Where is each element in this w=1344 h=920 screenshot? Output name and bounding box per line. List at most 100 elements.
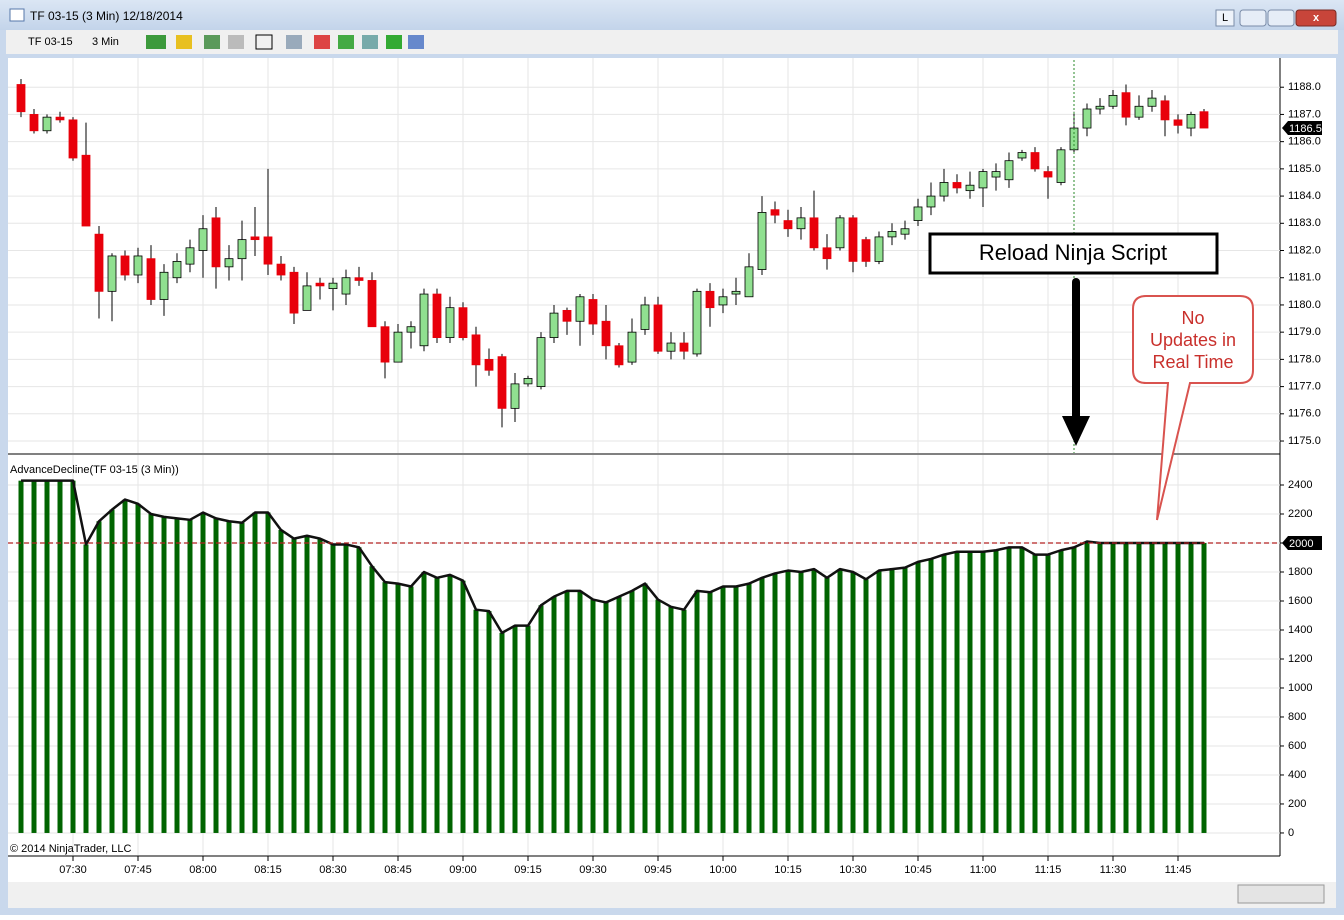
bar xyxy=(915,561,921,833)
candle-body xyxy=(172,260,182,279)
tool-icon[interactable] xyxy=(255,34,273,50)
y-tick-label: 1182.0 xyxy=(1288,244,1321,256)
candle-body xyxy=(341,277,351,295)
bar xyxy=(395,583,401,833)
candle-body xyxy=(1121,92,1131,118)
bar xyxy=(1097,543,1103,833)
bar xyxy=(1084,541,1090,833)
tool-icon[interactable] xyxy=(362,35,378,49)
candle-body xyxy=(744,266,754,298)
bar xyxy=(1019,547,1025,833)
bar xyxy=(1006,547,1012,833)
bar xyxy=(1149,543,1155,833)
y-tick-label: 1600 xyxy=(1288,595,1312,607)
link-button[interactable] xyxy=(1215,9,1235,27)
bar xyxy=(252,512,258,833)
y-tick-label: 1400 xyxy=(1288,624,1312,636)
y-tick-label: 1175.0 xyxy=(1288,435,1321,447)
minimize-button[interactable] xyxy=(1239,9,1267,27)
candle-body xyxy=(1082,108,1092,129)
candle-body xyxy=(81,154,91,227)
bar xyxy=(486,611,492,833)
candle-body xyxy=(380,326,390,363)
candle-body xyxy=(94,233,104,292)
candle-body xyxy=(263,236,273,265)
x-tick-label: 08:15 xyxy=(254,864,282,876)
tool-icon[interactable] xyxy=(314,35,330,49)
candle-body xyxy=(809,217,819,249)
candle-body xyxy=(484,358,494,371)
bar xyxy=(551,596,557,833)
candle-body xyxy=(68,119,78,159)
candle-body xyxy=(874,236,884,262)
close-icon: x xyxy=(1313,12,1320,24)
bar xyxy=(629,590,635,833)
bar xyxy=(330,544,336,833)
candle-body xyxy=(848,217,858,262)
instrument-selector[interactable]: TF 03-15 xyxy=(28,36,73,48)
bar xyxy=(980,551,986,833)
candle-body xyxy=(887,231,897,238)
tool-icon[interactable] xyxy=(176,35,192,49)
bar xyxy=(135,503,141,833)
candle-body xyxy=(289,271,299,314)
bar xyxy=(473,609,479,833)
callout xyxy=(1132,295,1254,521)
maximize-button[interactable] xyxy=(1267,9,1295,27)
bar xyxy=(57,480,63,833)
candle-body xyxy=(42,116,52,132)
candle-body xyxy=(133,255,143,276)
bar xyxy=(876,570,882,833)
x-tick-label: 10:00 xyxy=(709,864,737,876)
price-marker xyxy=(1282,536,1322,551)
bar xyxy=(31,480,37,833)
candle-body xyxy=(328,282,338,290)
candle-body xyxy=(601,320,611,347)
x-tick-label: 09:30 xyxy=(579,864,607,876)
bar xyxy=(18,480,24,833)
bar xyxy=(590,599,596,833)
x-tick-label: 11:45 xyxy=(1165,864,1192,876)
bar xyxy=(317,538,323,833)
x-tick-label: 10:45 xyxy=(904,864,932,876)
bar xyxy=(564,590,570,833)
bar xyxy=(226,521,232,833)
x-tick-label: 10:15 xyxy=(774,864,802,876)
tool-icon[interactable] xyxy=(204,35,220,49)
y-tick-label: 800 xyxy=(1288,711,1306,723)
tool-icon[interactable] xyxy=(228,35,244,49)
callout-text: Real Time xyxy=(1152,352,1233,372)
bar xyxy=(694,590,700,833)
bar xyxy=(499,632,505,833)
candle-body xyxy=(198,228,208,251)
candle-body xyxy=(679,342,689,352)
y-tick-label: 2400 xyxy=(1288,479,1312,491)
price-marker-label: 2000 xyxy=(1289,538,1313,550)
y-tick-label: 0 xyxy=(1288,827,1294,839)
candle-body xyxy=(276,263,286,276)
bar xyxy=(512,625,518,833)
candle-body xyxy=(224,258,234,268)
bar xyxy=(759,577,765,833)
bar xyxy=(187,519,193,833)
indicator-title: AdvanceDecline(TF 03-15 (3 Min)) xyxy=(10,464,179,476)
candle-body xyxy=(237,239,247,260)
tool-icon[interactable] xyxy=(146,35,166,49)
bar xyxy=(70,480,76,833)
tool-icon[interactable] xyxy=(338,35,354,49)
candle-body xyxy=(523,378,533,385)
tool-icon[interactable] xyxy=(286,35,302,49)
candle-body xyxy=(965,184,975,192)
tool-icon[interactable] xyxy=(386,35,402,49)
tool-icon[interactable] xyxy=(408,35,424,49)
candle-body xyxy=(1017,152,1027,159)
candle-body xyxy=(1030,152,1040,170)
x-tick-label: 09:45 xyxy=(644,864,672,876)
candle-body xyxy=(1095,105,1105,110)
bar xyxy=(44,480,50,833)
interval-selector[interactable]: 3 Min xyxy=(92,36,119,48)
scrollbar-thumb[interactable] xyxy=(1237,884,1325,904)
candle-body xyxy=(16,84,26,113)
close-button[interactable] xyxy=(1295,9,1337,27)
bar xyxy=(200,512,206,833)
